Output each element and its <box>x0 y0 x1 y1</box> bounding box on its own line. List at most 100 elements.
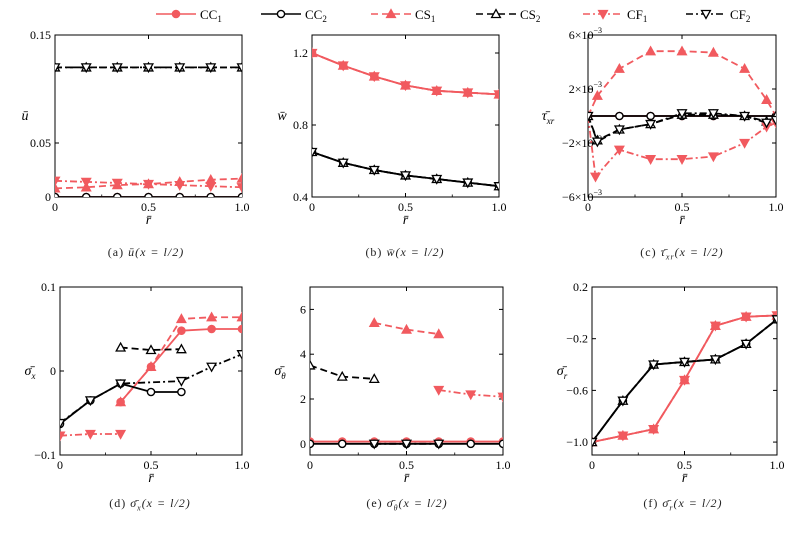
series-cf2 <box>60 350 242 429</box>
data-point <box>60 418 66 429</box>
data-point <box>493 90 499 101</box>
chart-panel-d: 0 0.5 1.0−0.100.1r̄σ̄x <box>25 280 250 486</box>
data-point <box>60 431 66 442</box>
legend-item-cc1: CC1 <box>156 7 222 24</box>
data-point <box>707 109 719 120</box>
plot-frame <box>591 286 778 456</box>
data-point <box>465 390 477 401</box>
data-point <box>615 111 624 121</box>
x-tick-label: 1.0 <box>770 458 785 472</box>
y-tick-label: 0.15 <box>30 28 51 42</box>
data-point <box>55 192 60 197</box>
data-point <box>739 138 751 149</box>
data-point <box>142 63 155 74</box>
data-point <box>111 63 123 74</box>
data-point <box>207 324 216 334</box>
data-point <box>493 182 499 192</box>
x-tick-label: 0 <box>52 200 58 214</box>
legend-label: CF2 <box>730 7 750 24</box>
y-axis-label: σ̄θ <box>274 364 286 381</box>
data-point <box>205 182 217 192</box>
data-point <box>337 61 349 72</box>
y-tick-label: 1.2 <box>293 46 308 60</box>
legend-marker <box>171 9 181 19</box>
data-point <box>236 311 242 322</box>
data-point <box>145 361 157 371</box>
data-point <box>175 313 187 324</box>
series-group <box>588 45 776 183</box>
data-point <box>709 355 721 366</box>
data-point <box>337 158 349 169</box>
y-tick-label: −0.1 <box>34 448 56 462</box>
data-point <box>771 315 777 326</box>
data-point <box>206 311 218 322</box>
series-cf1 <box>60 429 127 442</box>
x-tick-label: 0 <box>57 458 63 472</box>
y-tick-label: 2 <box>300 392 306 406</box>
data-point <box>236 350 242 360</box>
data-point <box>678 375 691 386</box>
panel-caption-a: (a) ū(x = l/2) <box>107 245 185 259</box>
legend-item-cs1: CS1 <box>371 7 435 24</box>
data-point <box>368 165 380 176</box>
data-point <box>498 439 503 449</box>
data-point <box>84 429 96 440</box>
panel-caption-d: (d) σ̄x(x = l/2) <box>109 496 191 513</box>
data-point <box>112 192 122 197</box>
data-point <box>676 109 688 120</box>
data-point <box>740 339 752 350</box>
data-point <box>80 177 92 188</box>
data-point <box>142 179 155 190</box>
data-point <box>399 171 412 182</box>
data-point <box>206 192 216 197</box>
data-point <box>174 63 186 74</box>
chart-panel-c: 00.51.0−6×10−3−2×10−32×10−36×10−3r̄τ̄xr <box>542 26 784 228</box>
x-tick-label: 0.5 <box>141 200 156 214</box>
y-axis-label: ū <box>22 109 29 124</box>
data-point <box>310 359 316 370</box>
data-point <box>617 431 629 442</box>
series-cf2 <box>592 315 777 448</box>
x-tick-label: 1.0 <box>496 458 511 472</box>
data-point <box>590 172 602 183</box>
legend-item-cc2: CC2 <box>261 7 327 24</box>
data-point <box>175 376 187 387</box>
x-axis-label: r̄ <box>404 471 410 486</box>
series-cf1 <box>433 385 503 403</box>
y-tick-label: 0 <box>300 437 306 451</box>
series-cs1 <box>115 311 242 407</box>
data-point <box>368 373 380 384</box>
legend-marker <box>385 8 397 19</box>
data-point <box>146 387 156 397</box>
series-cf2 <box>588 109 776 148</box>
legend-item-cf1: CF1 <box>583 7 647 24</box>
data-point <box>368 317 380 328</box>
data-point <box>237 192 242 197</box>
y-tick-label: 0 <box>50 364 56 378</box>
data-point <box>236 183 242 194</box>
data-point <box>676 155 688 165</box>
data-point <box>145 344 157 355</box>
data-point <box>400 323 413 334</box>
data-point <box>462 88 474 99</box>
chart-panel-e: 0 0.5 1.0 0 2 4 6 r̄ σ̄θ <box>274 286 511 486</box>
data-point <box>368 72 380 83</box>
data-point <box>462 178 474 189</box>
panel-caption-f: (f) σ̄r(x = l/2) <box>643 496 723 513</box>
data-point <box>645 45 657 56</box>
data-point <box>175 343 187 354</box>
series-group <box>310 317 503 450</box>
panel-caption-b: (b) w̄(x = l/2) <box>365 245 445 259</box>
data-point <box>312 147 318 158</box>
series-cf2 <box>312 147 499 192</box>
data-point <box>770 115 776 126</box>
data-point <box>466 439 476 449</box>
x-tick-label: 0.5 <box>144 458 159 472</box>
legend-marker <box>700 9 712 20</box>
y-tick-label: 0.4 <box>293 190 308 204</box>
data-point <box>645 155 657 165</box>
legend-item-cf2: CF2 <box>686 7 750 24</box>
data-point <box>761 94 773 104</box>
x-axis-label: r̄ <box>148 471 154 486</box>
data-point <box>177 387 186 397</box>
